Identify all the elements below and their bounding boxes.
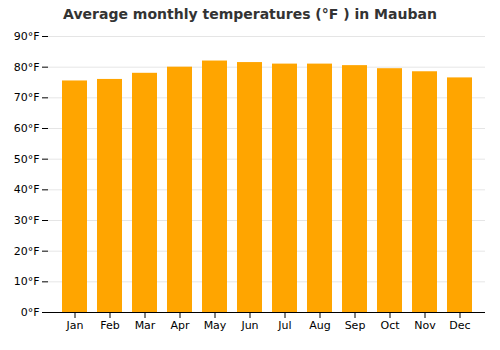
svg-text:90°F: 90°F — [14, 30, 40, 43]
svg-text:Jun: Jun — [240, 319, 258, 332]
svg-text:Jan: Jan — [66, 319, 84, 332]
svg-text:Feb: Feb — [100, 319, 119, 332]
svg-text:20°F: 20°F — [14, 245, 40, 258]
html-text:Average monthly temperatures (: Average monthly temperatures (°F ) in Ma… — [63, 6, 437, 22]
svg-text:80°F: 80°F — [14, 61, 40, 74]
svg-text:0°F: 0°F — [21, 306, 40, 319]
svg-text:Nov: Nov — [414, 319, 436, 332]
svg-text:Dec: Dec — [449, 319, 470, 332]
svg-text:60°F: 60°F — [14, 122, 40, 135]
svg-text:50°F: 50°F — [14, 153, 40, 166]
svg-text:Aug: Aug — [309, 319, 330, 332]
svg-text:70°F: 70°F — [14, 91, 40, 104]
svg-text:Jul: Jul — [277, 319, 291, 332]
svg-text:Mar: Mar — [135, 319, 156, 332]
svg-text:Oct: Oct — [380, 319, 400, 332]
svg-text:Apr: Apr — [170, 319, 190, 332]
svg-text:10°F: 10°F — [14, 275, 40, 288]
svg-text:Sep: Sep — [345, 319, 366, 332]
svg-text:May: May — [204, 319, 227, 332]
svg-text:40°F: 40°F — [14, 183, 40, 196]
svg-text:30°F: 30°F — [14, 214, 40, 227]
